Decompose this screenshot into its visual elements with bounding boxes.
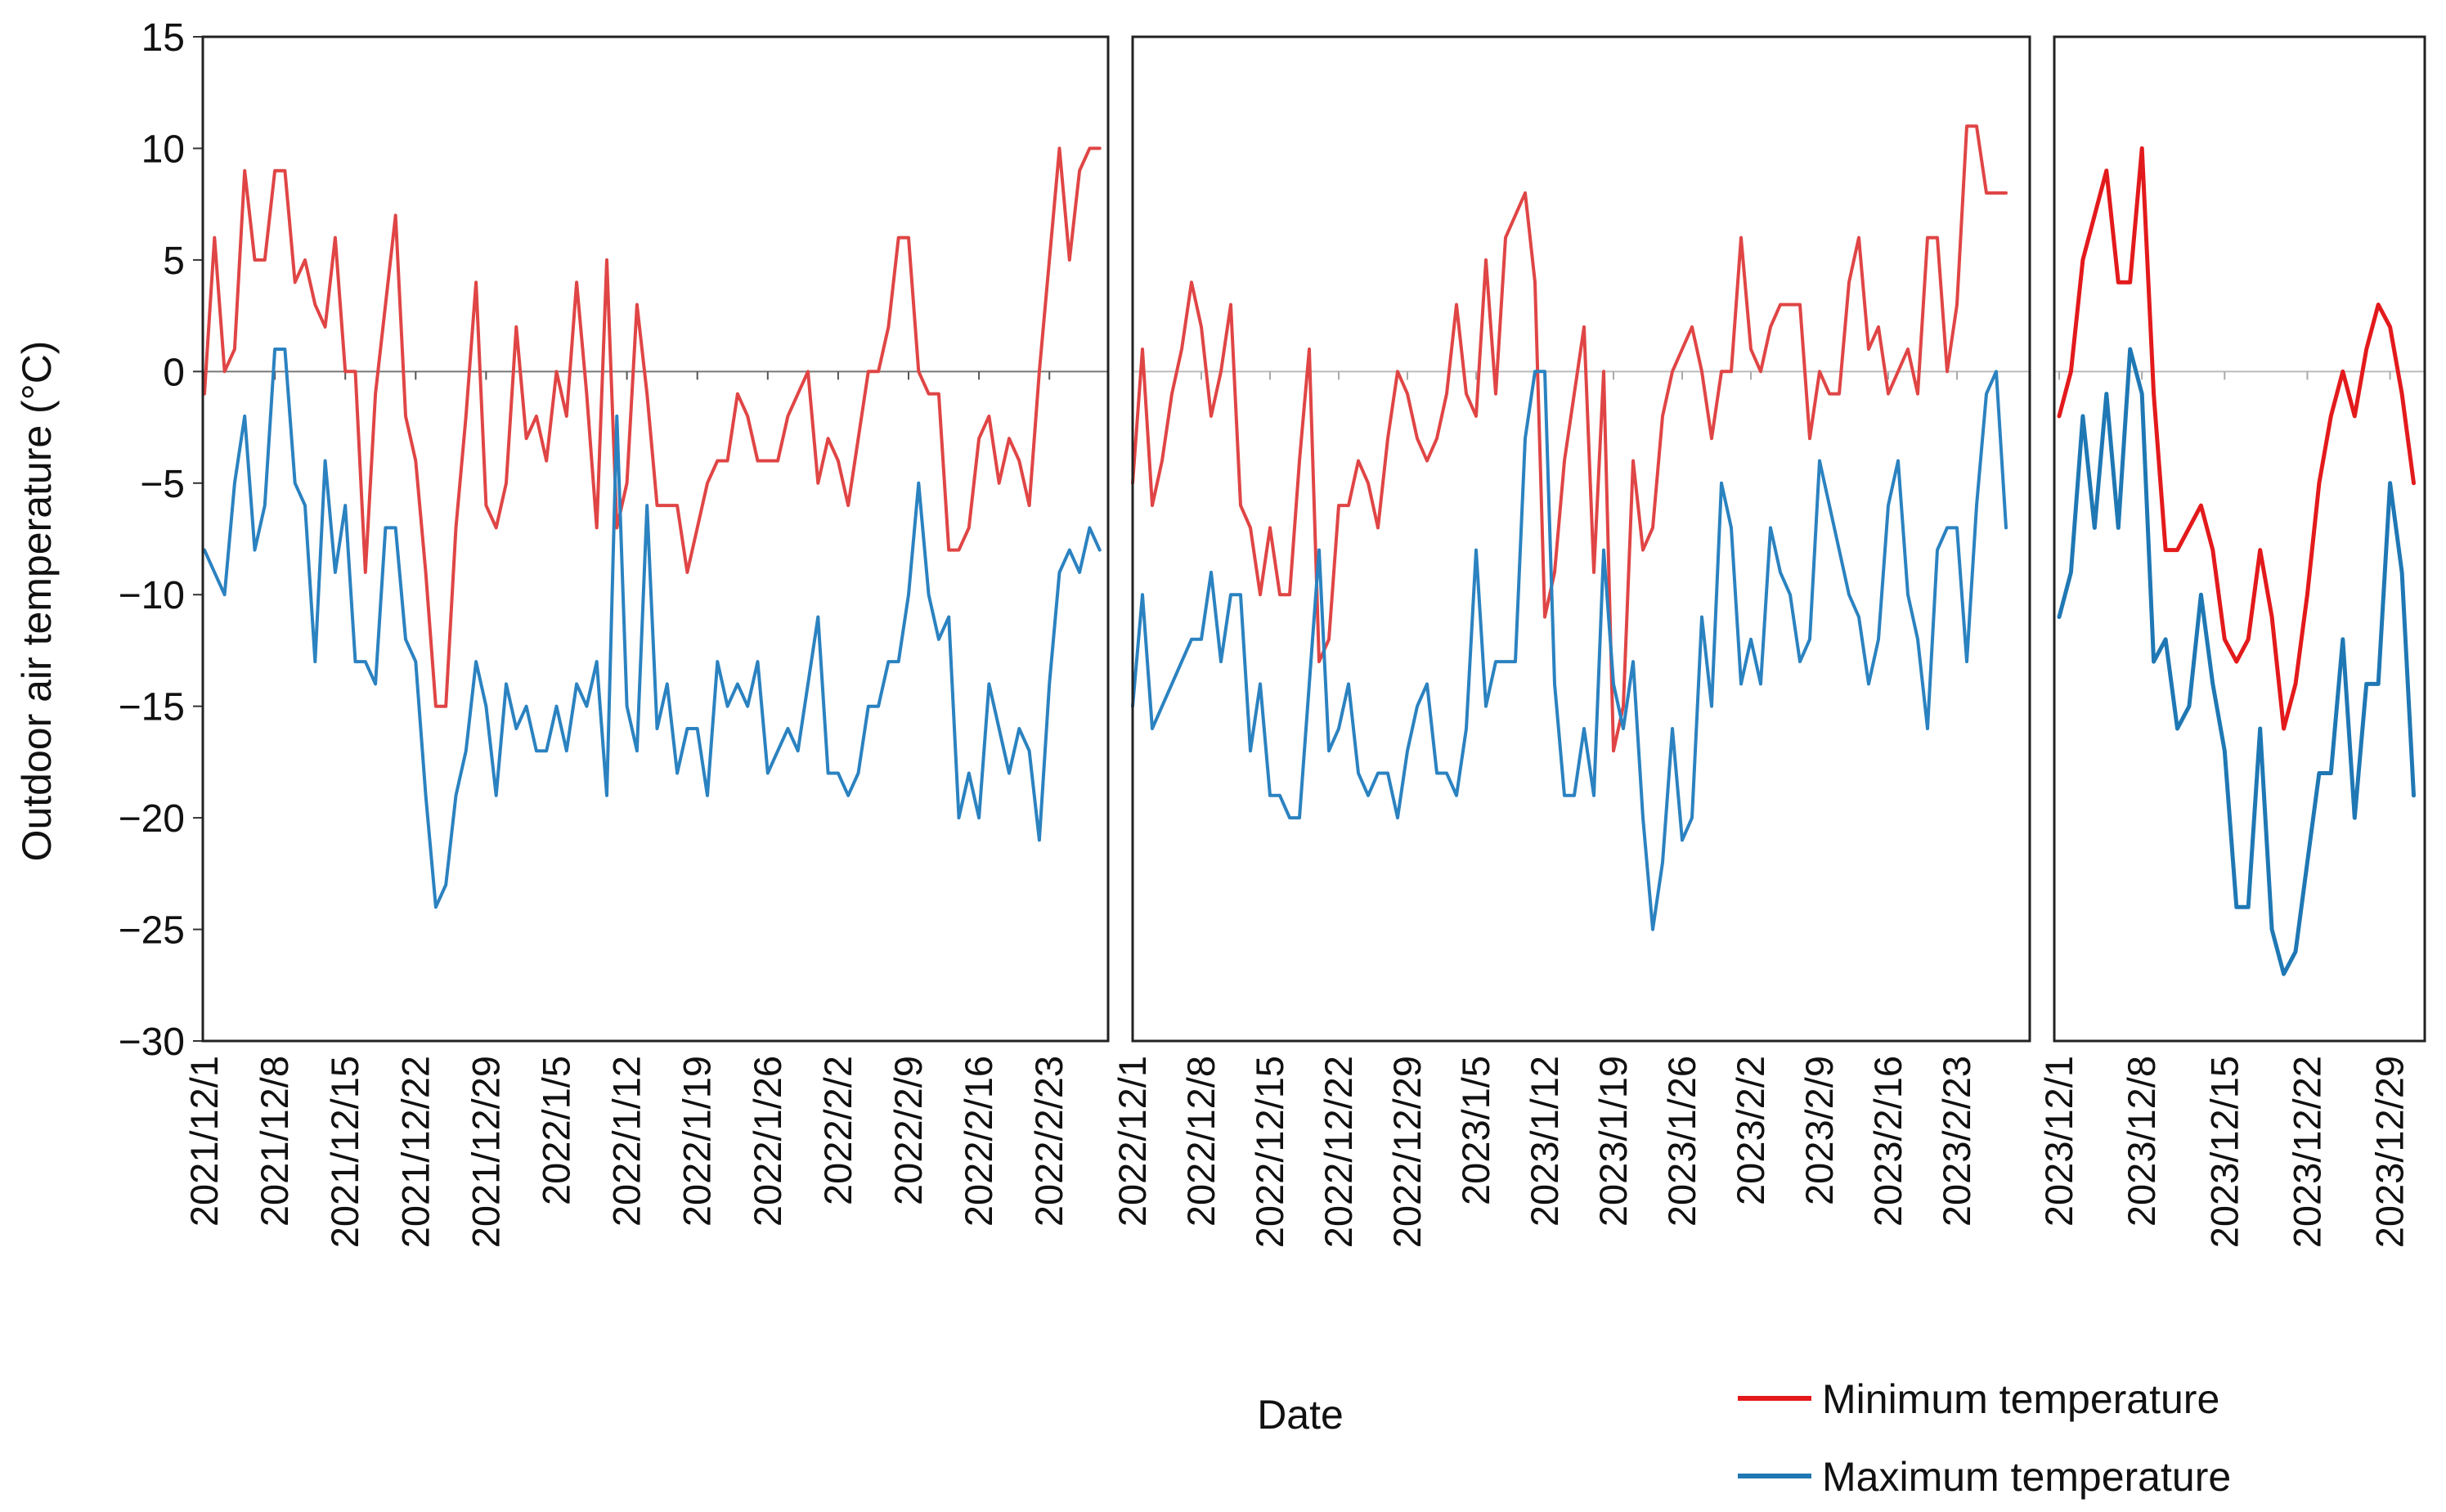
y-tick-label: −10 [119, 574, 185, 617]
legend-label: Minimum temperature [1822, 1376, 2219, 1422]
max-temperature-line [2057, 347, 2416, 976]
x-tick-label: 2023/12/8 [2120, 1056, 2163, 1227]
x-tick-label: 2022/12/8 [1179, 1056, 1223, 1227]
y-tick-label: 10 [141, 128, 185, 171]
x-tick-label: 2023/12/1 [2037, 1056, 2080, 1227]
min-temperature-line [2057, 146, 2416, 731]
x-tick-label: 2022/12/29 [1385, 1056, 1429, 1248]
legend: Minimum temperature Maximum temperature [1738, 1376, 2231, 1500]
x-tick-label: 2023/1/12 [1523, 1056, 1566, 1227]
y-axis-label: Outdoor air temperature (°C) [14, 341, 60, 862]
y-tick-label: −5 [140, 463, 185, 506]
y-tick-label: −30 [119, 1021, 185, 1064]
y-tick-label: −20 [119, 797, 185, 841]
y-tick-label: 0 [163, 351, 185, 394]
x-tick-label: 2023/2/2 [1729, 1056, 1772, 1205]
x-tick-label: 2021/12/1 [182, 1056, 226, 1227]
panel-3: 2023/12/1 2023/12/8 2023/12/15 2023/12/22 20… [2037, 35, 2426, 1248]
x-tick-label: 2023/1/5 [1454, 1056, 1497, 1205]
x-tick-label: 2022/12/22 [1317, 1056, 1360, 1248]
x-tick-label: 2023/2/16 [1866, 1056, 1910, 1227]
x-tick-label: 2022/2/2 [816, 1056, 859, 1205]
y-tick-label: −25 [119, 909, 185, 953]
x-tick-label: 2023/1/26 [1660, 1056, 1703, 1227]
min-temperature-line [1131, 124, 2008, 753]
x-tick-label: 2023/12/22 [2285, 1056, 2328, 1248]
x-tick-label: 2022/2/9 [886, 1056, 930, 1205]
panel-2: 2022/12/1 2022/12/8 2022/12/15 2022/12/22 20… [1111, 35, 2031, 1248]
panel-frame [1131, 35, 2031, 1043]
x-tick-label: 2022/12/15 [1248, 1056, 1291, 1248]
x-tick-label: 2023/12/29 [2368, 1056, 2412, 1248]
legend-label: Maximum temperature [1822, 1454, 2231, 1500]
x-tick-label: 2022/2/23 [1027, 1056, 1070, 1227]
x-tick-label: 2023/1/19 [1591, 1056, 1635, 1227]
x-tick-label: 2022/2/16 [957, 1056, 1000, 1227]
x-tick-label: 2022/1/5 [535, 1056, 578, 1205]
min-temperature-line [203, 146, 1102, 708]
x-axis-label: Date [1257, 1392, 1344, 1438]
x-tick-label: 2023/2/23 [1935, 1056, 1978, 1227]
x-tick-label: 2021/12/15 [323, 1056, 366, 1248]
y-tick-label: 15 [141, 16, 185, 60]
max-temperature-line [1131, 370, 2008, 931]
x-tick-label: 2022/12/1 [1111, 1056, 1154, 1227]
x-tick-label: 2022/1/19 [675, 1056, 719, 1227]
x-tick-label: 2021/12/22 [393, 1056, 437, 1248]
x-tick-label: 2022/1/12 [605, 1056, 649, 1227]
y-tick-label: −15 [119, 686, 185, 729]
panel-frame [201, 35, 1110, 1043]
max-temperature-line [203, 348, 1102, 909]
panel-1: 2021/12/1 2021/12/8 2021/12/15 2021/12/22 20… [182, 35, 1110, 1248]
y-tick-label: 5 [163, 240, 185, 283]
x-tick-label: 2023/2/9 [1797, 1056, 1841, 1205]
y-axis: 15 10 5 0 −5 −10 −15 −20 −25 −30 [119, 16, 203, 1064]
x-tick-label: 2021/12/8 [253, 1056, 296, 1227]
x-tick-label: 2022/1/26 [746, 1056, 789, 1227]
x-tick-label: 2021/12/29 [464, 1056, 507, 1248]
x-tick-label: 2023/12/15 [2202, 1056, 2246, 1248]
panel-frame [2053, 35, 2426, 1043]
chart-panels: 2021/12/1 2021/12/8 2021/12/15 2021/12/22 20… [182, 35, 2426, 1248]
